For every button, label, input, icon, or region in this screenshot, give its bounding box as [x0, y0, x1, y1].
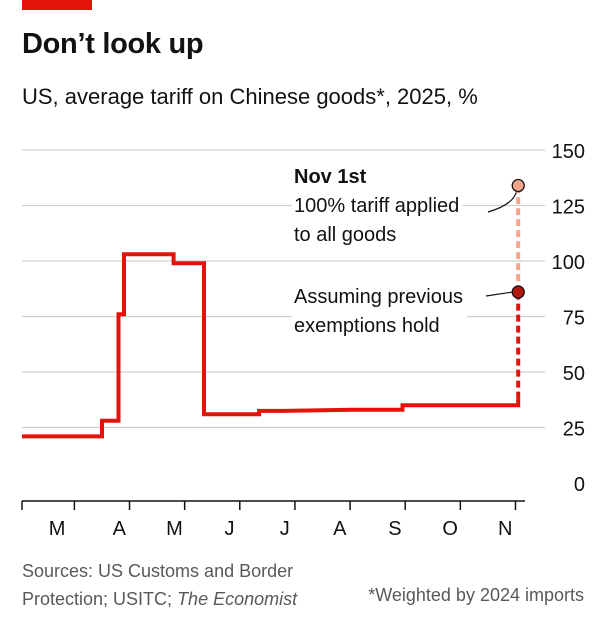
y-tick-label: 50 — [563, 363, 585, 385]
x-tick-label: J — [280, 518, 290, 540]
y-tick-label: 75 — [563, 308, 585, 330]
footnote: *Weighted by 2024 imports — [368, 585, 584, 605]
x-tick-label: S — [388, 518, 401, 540]
series-line-solid — [22, 252, 521, 439]
annotation-connector — [487, 192, 517, 213]
x-tick-label: J — [225, 518, 235, 540]
y-tick-label: 125 — [552, 197, 585, 219]
exemptions-annotation: Assuming previous exemptions hold — [292, 283, 467, 341]
nov-marker — [511, 178, 525, 193]
sources-text: Sources: US Customs and Border Protectio… — [22, 561, 294, 609]
y-tick-label: 25 — [563, 419, 585, 441]
top-accent-bar — [22, 0, 92, 10]
y-tick-label: 150 — [552, 141, 585, 163]
x-tick-label: A — [113, 518, 127, 540]
x-tick-label: M — [166, 518, 183, 540]
annotation-connector — [485, 291, 513, 297]
exemptions-annotation-line2: exemptions hold — [294, 315, 440, 337]
nov-annotation: Nov 1st 100% tariff applied to all goods — [292, 163, 464, 250]
nov-annotation-title: Nov 1st — [294, 166, 367, 188]
sources: Sources: US Customs and Border Protectio… — [22, 557, 352, 613]
x-tick-label: O — [442, 518, 458, 540]
x-tick-label: M — [49, 518, 66, 540]
chart-title: Don’t look up — [22, 28, 204, 60]
x-tick-label: A — [333, 518, 347, 540]
y-tick-label: 100 — [552, 252, 585, 274]
exemptions-annotation-line1: Assuming previous — [294, 286, 463, 308]
nov-annotation-line1: 100% tariff applied — [294, 195, 460, 217]
chart-subtitle: US, average tariff on Chinese goods*, 20… — [22, 84, 478, 109]
nov-annotation-line2: to all goods — [294, 224, 397, 246]
x-tick-label: N — [498, 518, 512, 540]
y-tick-label: 0 — [574, 474, 585, 496]
exemptions-marker — [511, 285, 525, 299]
sources-italic: The Economist — [177, 589, 298, 609]
